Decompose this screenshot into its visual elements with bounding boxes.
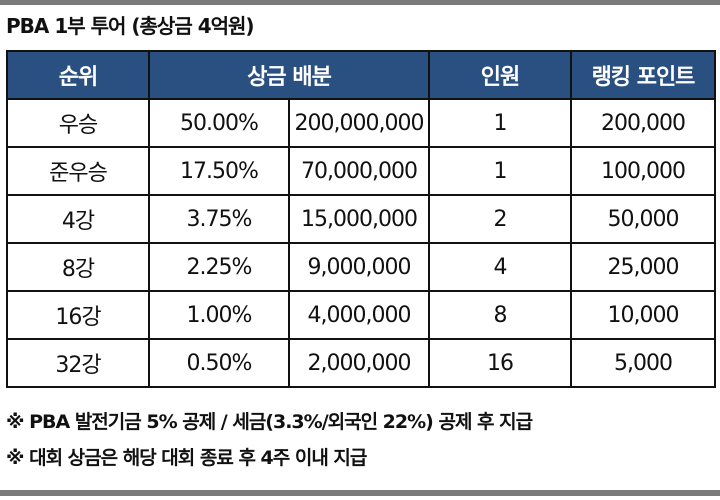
cell-amount: 2,000,000 <box>288 338 430 388</box>
cell-count: 2 <box>428 194 572 244</box>
cell-count: 8 <box>428 290 572 340</box>
prize-table: 순위 상금 배분 인원 랭킹 포인트 우승 50.00% 200,000,000… <box>6 50 716 388</box>
footnote-payment-timing: ※ 대회 상금은 해당 대회 종료 후 4주 이내 지급 <box>6 447 367 469</box>
table-row: 32강 0.50% 2,000,000 16 5,000 <box>6 338 716 388</box>
table-row: 우승 50.00% 200,000,000 1 200,000 <box>6 98 716 148</box>
header-ranking-points: 랭킹 포인트 <box>570 50 716 100</box>
cell-points: 25,000 <box>570 242 716 292</box>
cell-count: 16 <box>428 338 572 388</box>
cell-points: 100,000 <box>570 146 716 196</box>
cell-percent: 3.75% <box>148 194 290 244</box>
cell-points: 5,000 <box>570 338 716 388</box>
table-row: 16강 1.00% 4,000,000 8 10,000 <box>6 290 716 340</box>
cell-rank: 8강 <box>6 242 150 292</box>
table-caption: PBA 1부 투어 (총상금 4억원) <box>6 14 255 38</box>
cell-percent: 2.25% <box>148 242 290 292</box>
cell-rank: 32강 <box>6 338 150 388</box>
cell-points: 50,000 <box>570 194 716 244</box>
cell-points: 10,000 <box>570 290 716 340</box>
header-row: 순위 상금 배분 인원 랭킹 포인트 <box>6 50 716 100</box>
cell-rank: 16강 <box>6 290 150 340</box>
cell-amount: 4,000,000 <box>288 290 430 340</box>
cell-rank: 준우승 <box>6 146 150 196</box>
bottom-rule <box>0 490 720 496</box>
cell-amount: 200,000,000 <box>288 98 430 148</box>
cell-points: 200,000 <box>570 98 716 148</box>
footnote-deductions: ※ PBA 발전기금 5% 공제 / 세금(3.3%/외국인 22%) 공제 후… <box>6 411 533 433</box>
table-row: 4강 3.75% 15,000,000 2 50,000 <box>6 194 716 244</box>
cell-percent: 1.00% <box>148 290 290 340</box>
cell-count: 1 <box>428 146 572 196</box>
cell-amount: 9,000,000 <box>288 242 430 292</box>
header-rank: 순위 <box>6 50 150 100</box>
cell-percent: 0.50% <box>148 338 290 388</box>
cell-amount: 15,000,000 <box>288 194 430 244</box>
table-row: 8강 2.25% 9,000,000 4 25,000 <box>6 242 716 292</box>
cell-rank: 4강 <box>6 194 150 244</box>
table-row: 준우승 17.50% 70,000,000 1 100,000 <box>6 146 716 196</box>
header-count: 인원 <box>428 50 572 100</box>
footnotes: ※ PBA 발전기금 5% 공제 / 세금(3.3%/외국인 22%) 공제 후… <box>6 404 533 476</box>
cell-amount: 70,000,000 <box>288 146 430 196</box>
cell-rank: 우승 <box>6 98 150 148</box>
cell-count: 4 <box>428 242 572 292</box>
cell-percent: 50.00% <box>148 98 290 148</box>
top-rule <box>0 0 720 5</box>
cell-percent: 17.50% <box>148 146 290 196</box>
header-prize-distribution: 상금 배분 <box>148 50 430 100</box>
cell-count: 1 <box>428 98 572 148</box>
